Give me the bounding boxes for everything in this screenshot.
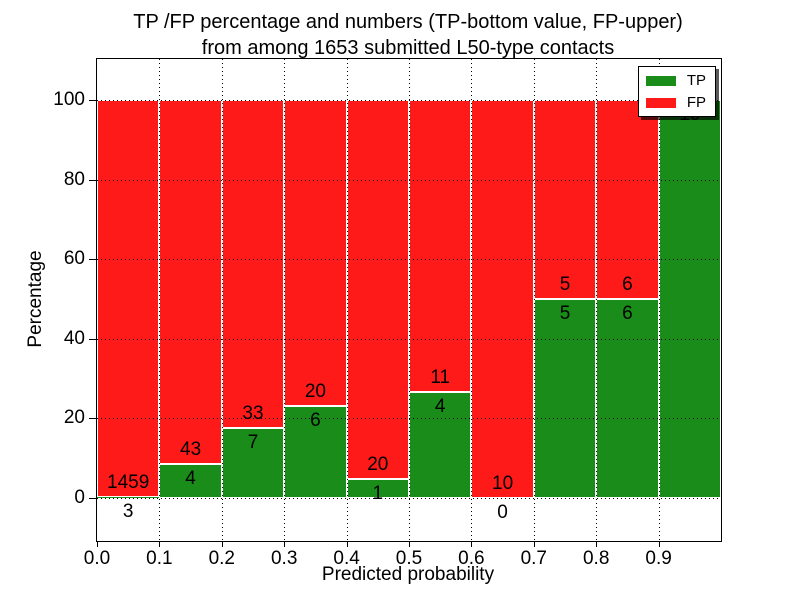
y-tick-label: 0 [74, 487, 85, 508]
bar-tp-segment [97, 497, 160, 498]
grid-line-horizontal [97, 338, 721, 340]
x-axis-label: Predicted probability [321, 564, 495, 585]
tp-count-label: 4 [434, 395, 446, 417]
y-tick-mark [89, 259, 96, 261]
grid-line-vertical [533, 59, 535, 541]
x-tick-mark [97, 541, 98, 547]
x-tick-label: 0.2 [208, 548, 236, 569]
tp-count-label: 0 [497, 502, 508, 523]
bar-fp-segment [533, 100, 597, 299]
fp-count-label: 33 [242, 403, 264, 425]
x-tick-mark [533, 541, 535, 547]
fp-count-label: 6 [622, 274, 633, 295]
grid-line-horizontal [97, 179, 721, 181]
bar-tp-segment [159, 464, 222, 498]
bar-fp-segment [284, 100, 347, 407]
grid-line-vertical [159, 59, 161, 541]
chart-title-line1: TP /FP percentage and numbers (TP-bottom… [133, 11, 683, 33]
tp-legend-swatch [645, 75, 676, 86]
y-tick-label: 60 [63, 248, 85, 270]
y-axis-label: Percentage [25, 250, 46, 348]
plot-area: 1459343433720620111410055660100.00.10.20… [53, 58, 722, 569]
chart-title-line2: from among 1653 submitted L50-type conta… [201, 37, 615, 59]
x-tick-mark [159, 541, 161, 547]
y-tick-mark [89, 338, 96, 340]
bar-fp-segment [97, 100, 160, 498]
tp-count-label: 5 [559, 303, 571, 324]
tp-count-label: 6 [622, 303, 633, 324]
bar-tp-segment [596, 299, 659, 498]
tp-count-label: 7 [247, 432, 259, 454]
x-tick-label: 0.6 [458, 548, 485, 569]
legend-item-fp: FP [645, 94, 706, 111]
grid-line-horizontal [97, 418, 721, 420]
x-tick-label: 0.9 [645, 548, 672, 569]
x-tick-mark [409, 541, 410, 547]
bar-fp-segment [159, 100, 222, 465]
bar-fp-segment [471, 100, 534, 498]
grid-line-vertical [221, 59, 223, 541]
legend: TP FP [637, 66, 716, 117]
x-tick-mark [284, 541, 286, 547]
bar-tp-segment [284, 406, 347, 498]
fp-count-label: 20 [367, 454, 389, 476]
tp-count-label: 4 [185, 468, 196, 490]
grid-line-vertical [658, 59, 660, 541]
bar-tp-segment [533, 299, 597, 498]
x-tick-label: 0.8 [582, 548, 610, 569]
fp-count-label: 10 [492, 473, 514, 494]
tp-count-label: 6 [310, 410, 321, 432]
bar-tp-segment [658, 100, 721, 498]
x-tick-mark [658, 541, 660, 547]
legend-item-tp: TP [645, 72, 706, 89]
bar-tp-segment [409, 391, 472, 498]
y-tick-label: 40 [63, 327, 85, 349]
fp-count-label: 43 [180, 439, 202, 461]
x-tick-label: 0.5 [395, 548, 423, 569]
y-tick-mark [89, 498, 96, 499]
y-tick-label: 20 [63, 407, 85, 429]
x-tick-label: 0.0 [83, 548, 111, 569]
y-tick-mark [89, 100, 96, 101]
grid-line-horizontal [97, 259, 721, 261]
fp-count-label: 5 [559, 274, 571, 295]
fp-legend-label: FP [686, 94, 706, 111]
tp-legend-label: TP [686, 72, 706, 89]
x-tick-label: 0.7 [520, 548, 548, 569]
y-tick-mark [89, 179, 96, 181]
tp-count-label: 1 [372, 483, 384, 505]
x-tick-label: 0.3 [270, 548, 298, 569]
x-tick-mark [596, 541, 598, 547]
fp-count-label: 20 [304, 381, 326, 403]
y-tick-label: 80 [63, 168, 85, 190]
y-tick-label: 100 [53, 89, 85, 110]
bar-tp-segment [221, 428, 285, 498]
y-tick-mark [89, 418, 96, 420]
bar-fp-segment [221, 100, 285, 429]
x-tick-label: 0.4 [333, 548, 360, 569]
x-tick-mark [346, 541, 348, 547]
grid-line-vertical [596, 59, 598, 541]
x-tick-label: 0.1 [146, 548, 173, 569]
grid-line-horizontal [97, 498, 721, 499]
bar-fp-segment [409, 100, 472, 392]
x-tick-mark [471, 541, 473, 547]
grid-line-horizontal [97, 100, 721, 101]
chart-title: TP /FP percentage and numbers (TP-bottom… [96, 9, 720, 61]
grid-line-vertical [471, 59, 473, 541]
grid-line-vertical [409, 59, 410, 541]
bar-fp-segment [596, 100, 659, 299]
fp-legend-swatch [645, 97, 676, 108]
grid-line-vertical [346, 59, 348, 541]
fp-count-label: 11 [430, 366, 451, 388]
x-tick-mark [221, 541, 223, 547]
grid-line-vertical [284, 59, 286, 541]
fp-count-label: 1459 [107, 472, 150, 494]
bar-fp-segment [346, 100, 409, 480]
tp-count-label: 3 [122, 501, 134, 523]
